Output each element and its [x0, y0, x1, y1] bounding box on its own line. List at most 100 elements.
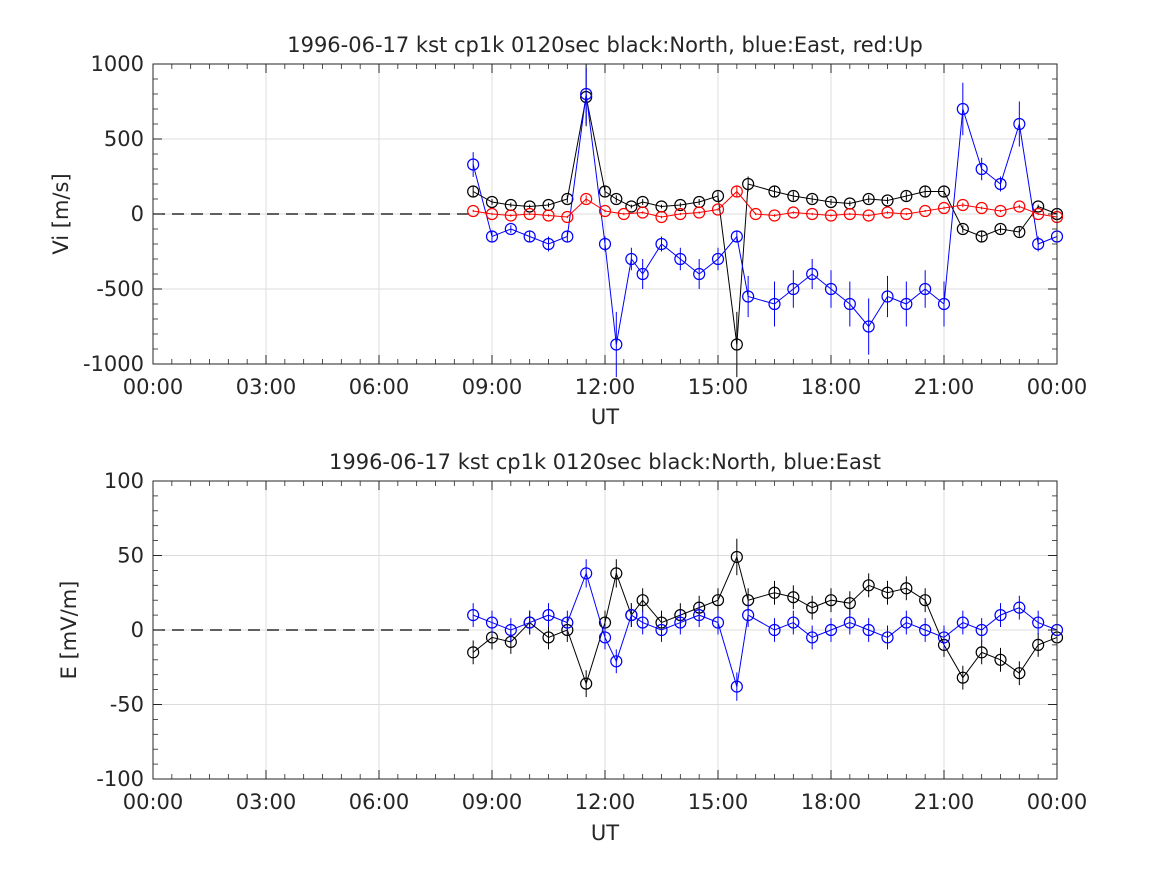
- efield-series-east-point: [711, 616, 725, 629]
- velocity-series-north-point: [730, 338, 743, 351]
- velocity-series-north-point: [824, 195, 838, 209]
- efield-series-east-point: [806, 631, 819, 644]
- electric-field-panel: 1996-06-17 kst cp1k 0120sec black:North,…: [57, 450, 1087, 845]
- efield-x-tick-label: 03:00: [236, 790, 297, 814]
- velocity-series-east-line: [472, 93, 1058, 345]
- efield-series-north-point: [975, 646, 988, 659]
- velocity-series-north-point: [561, 192, 574, 206]
- efield-series-north-point: [711, 594, 725, 607]
- efield-x-tick-label: 18:00: [801, 790, 862, 814]
- velocity-series-up-point: [843, 207, 856, 221]
- velocity-series-east-point: [504, 222, 517, 236]
- velocity-series-up-point: [730, 185, 743, 198]
- velocity-series-up-point: [1013, 200, 1026, 213]
- velocity-series-up-point: [467, 204, 480, 218]
- efield-series-north-point: [542, 631, 555, 644]
- velocity-series-north-point: [768, 185, 781, 198]
- efield-series-east-point: [610, 655, 623, 668]
- efield-series-east-point: [1032, 616, 1045, 629]
- velocity-y-tick-label: -1000: [83, 352, 144, 376]
- velocity-series-north-point: [956, 222, 969, 236]
- efield-series-east-point: [730, 680, 743, 693]
- velocity-y-tick-labels: 1000 500 0 -500 -1000: [83, 52, 144, 376]
- efield-series-east-point: [542, 608, 555, 622]
- velocity-series-north-point: [467, 185, 480, 198]
- velocity-series-east-point: [742, 290, 755, 303]
- velocity-series-east-point: [806, 267, 819, 281]
- efield-series-east-point: [598, 631, 612, 644]
- velocity-series-east-point: [467, 158, 480, 171]
- velocity-series-up-point: [617, 207, 630, 221]
- velocity-y-axis-label: Vi [m/s]: [49, 173, 73, 254]
- velocity-series-up-point: [598, 204, 612, 218]
- efield-series-east-point: [862, 623, 875, 637]
- velocity-series-north-point: [919, 185, 932, 198]
- velocity-series-north-point: [881, 194, 894, 207]
- velocity-series-east-point: [862, 320, 875, 333]
- efield-series-north-point: [900, 582, 913, 595]
- velocity-series-up-point: [504, 209, 517, 222]
- velocity-series-east-point: [580, 87, 593, 101]
- velocity-series-up-point: [994, 204, 1007, 218]
- efield-y-tick-label: -50: [110, 693, 144, 717]
- efield-x-tick-label: 00:00: [1027, 790, 1088, 814]
- velocity-series-east-point: [730, 230, 743, 243]
- velocity-series-east-point: [485, 230, 499, 243]
- velocity-series-north-point: [598, 185, 612, 198]
- velocity-series-east-point: [824, 282, 838, 296]
- velocity-x-tick-label: 09:00: [462, 375, 523, 399]
- efield-series-north-point: [824, 594, 838, 607]
- velocity-series-east-point: [919, 282, 932, 296]
- velocity-series-up-point: [693, 206, 706, 219]
- velocity-x-tick-label: 06:00: [349, 375, 410, 399]
- velocity-series-north-point: [711, 189, 725, 203]
- velocity-series-north-point: [523, 200, 536, 213]
- efield-series-east-point: [580, 567, 593, 580]
- velocity-series-up-point: [711, 203, 725, 216]
- velocity-series-east-point: [1013, 117, 1026, 131]
- efield-series-east-point: [655, 623, 668, 637]
- velocity-series-north-point: [994, 222, 1007, 236]
- efield-series-east-point: [919, 623, 932, 637]
- efield-series-north-point: [768, 586, 781, 599]
- velocity-x-tick-label: 15:00: [688, 375, 749, 399]
- velocity-series-east-point: [1032, 237, 1045, 251]
- efield-series-east-point: [523, 616, 536, 629]
- velocity-y-tick-label: -500: [96, 277, 144, 301]
- efield-series-north-point: [1032, 638, 1045, 652]
- efield-series-north-point: [787, 591, 800, 604]
- efield-series-east-point: [824, 623, 838, 637]
- efield-y-tick-label: 0: [131, 618, 144, 642]
- velocity-series-up-point: [956, 198, 969, 212]
- velocity-series-east-point: [937, 297, 951, 311]
- velocity-series-east-point: [598, 237, 612, 251]
- efield-series-east-point: [994, 608, 1007, 622]
- velocity-series-east-point: [843, 297, 856, 311]
- velocity-series-east-point: [561, 230, 574, 243]
- velocity-x-tick-label: 18:00: [801, 375, 862, 399]
- efield-series-north-point: [730, 550, 743, 564]
- velocity-series-east-point: [625, 252, 638, 266]
- velocity-series-east-point: [787, 282, 800, 296]
- velocity-series-north-point: [900, 189, 913, 203]
- velocity-panel: 1996-06-17 kst cp1k 0120sec black:North,…: [49, 33, 1087, 429]
- velocity-series-up-point: [485, 207, 499, 221]
- efield-series-east-point: [674, 616, 687, 629]
- efield-series-east-point: [787, 616, 800, 629]
- efield-tick-marks: [152, 480, 1058, 780]
- efield-series-north-point: [636, 594, 649, 607]
- efield-series-east-point: [467, 608, 480, 622]
- velocity-x-axis-label: UT: [591, 405, 619, 429]
- velocity-series-east-point: [674, 252, 687, 266]
- efield-series-north-point: [994, 653, 1007, 666]
- velocity-series-north-point: [625, 200, 638, 213]
- efield-x-tick-label: 00:00: [123, 790, 184, 814]
- velocity-series-north-point: [1013, 225, 1026, 239]
- efield-y-tick-label: -100: [96, 767, 144, 791]
- velocity-series-up-point: [542, 209, 555, 222]
- velocity-x-tick-label: 00:00: [123, 375, 184, 399]
- velocity-series-north-point: [485, 195, 499, 209]
- velocity-series-up-point: [580, 192, 593, 206]
- velocity-series-east-point: [693, 267, 706, 281]
- efield-series-east-point: [881, 631, 894, 644]
